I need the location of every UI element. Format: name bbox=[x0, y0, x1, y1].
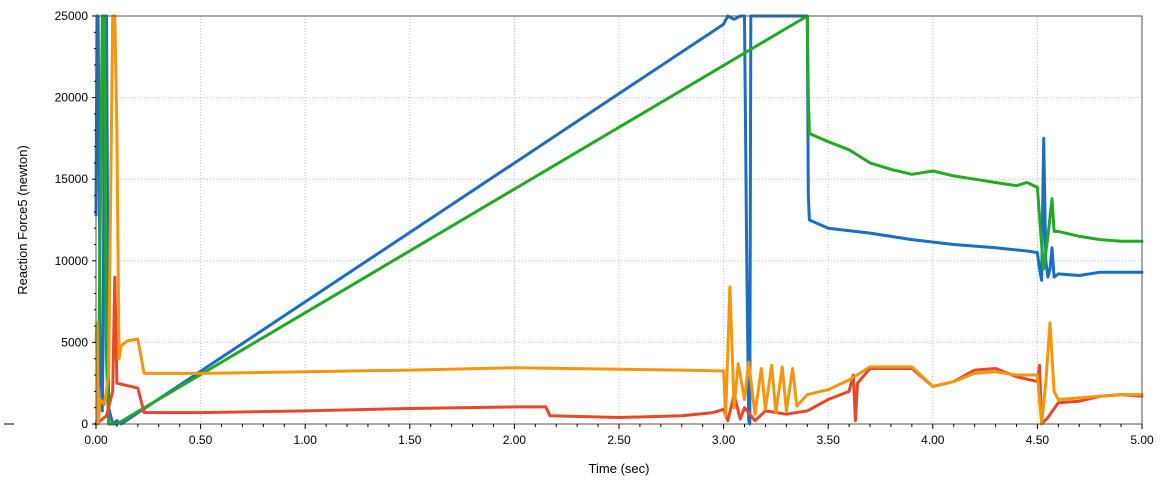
x-axis-title: Time (sec) bbox=[589, 461, 650, 476]
x-tick-label: 1.50 bbox=[398, 433, 422, 447]
x-tick-label: 3.50 bbox=[817, 433, 841, 447]
tick-layer: 0.00 0.50 1.00 1.50 2.00 2.50 3.00 3.50 4.00 4.50… bbox=[55, 9, 1154, 447]
x-tick-label: 0.50 bbox=[189, 433, 213, 447]
y-tick-label: 0 bbox=[81, 417, 88, 431]
x-tick-label: 4.00 bbox=[921, 433, 945, 447]
series-line-4 bbox=[94, 14, 1144, 426]
x-tick-label: 2.50 bbox=[607, 433, 631, 447]
x-tick-label: 0.00 bbox=[84, 433, 108, 447]
y-tick-label: 25000 bbox=[55, 9, 89, 23]
y-tick-label: 15000 bbox=[55, 172, 89, 186]
y-tick-label: 5000 bbox=[61, 335, 88, 349]
y-tick-label: 20000 bbox=[55, 91, 89, 105]
x-tick-label: 2.00 bbox=[503, 433, 527, 447]
x-tick-label: 3.00 bbox=[712, 433, 736, 447]
y-tick-label: 10000 bbox=[55, 254, 89, 268]
x-tick-label: 5.00 bbox=[1130, 433, 1154, 447]
x-tick-label: 1.00 bbox=[294, 433, 318, 447]
grid-layer bbox=[96, 16, 1142, 424]
y-axis-title: Reaction Force5 (newton) bbox=[15, 145, 30, 295]
x-tick-label: 4.50 bbox=[1026, 433, 1050, 447]
